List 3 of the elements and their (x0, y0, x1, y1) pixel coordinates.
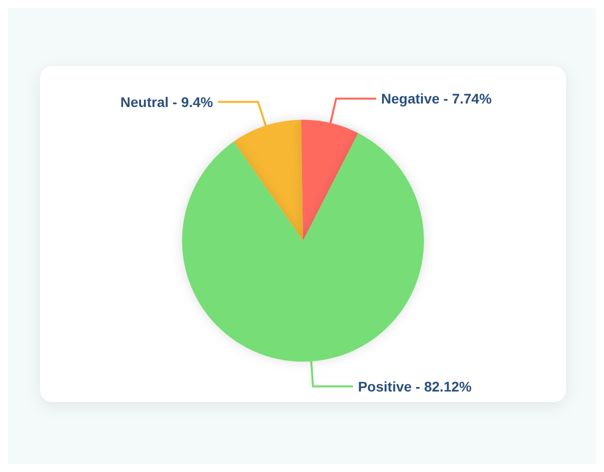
slice-label: Negative - 7.74% (381, 90, 492, 107)
slice-label: Neutral - 9.4% (120, 94, 214, 110)
slice-label: Positive - 82.12% (358, 378, 472, 394)
